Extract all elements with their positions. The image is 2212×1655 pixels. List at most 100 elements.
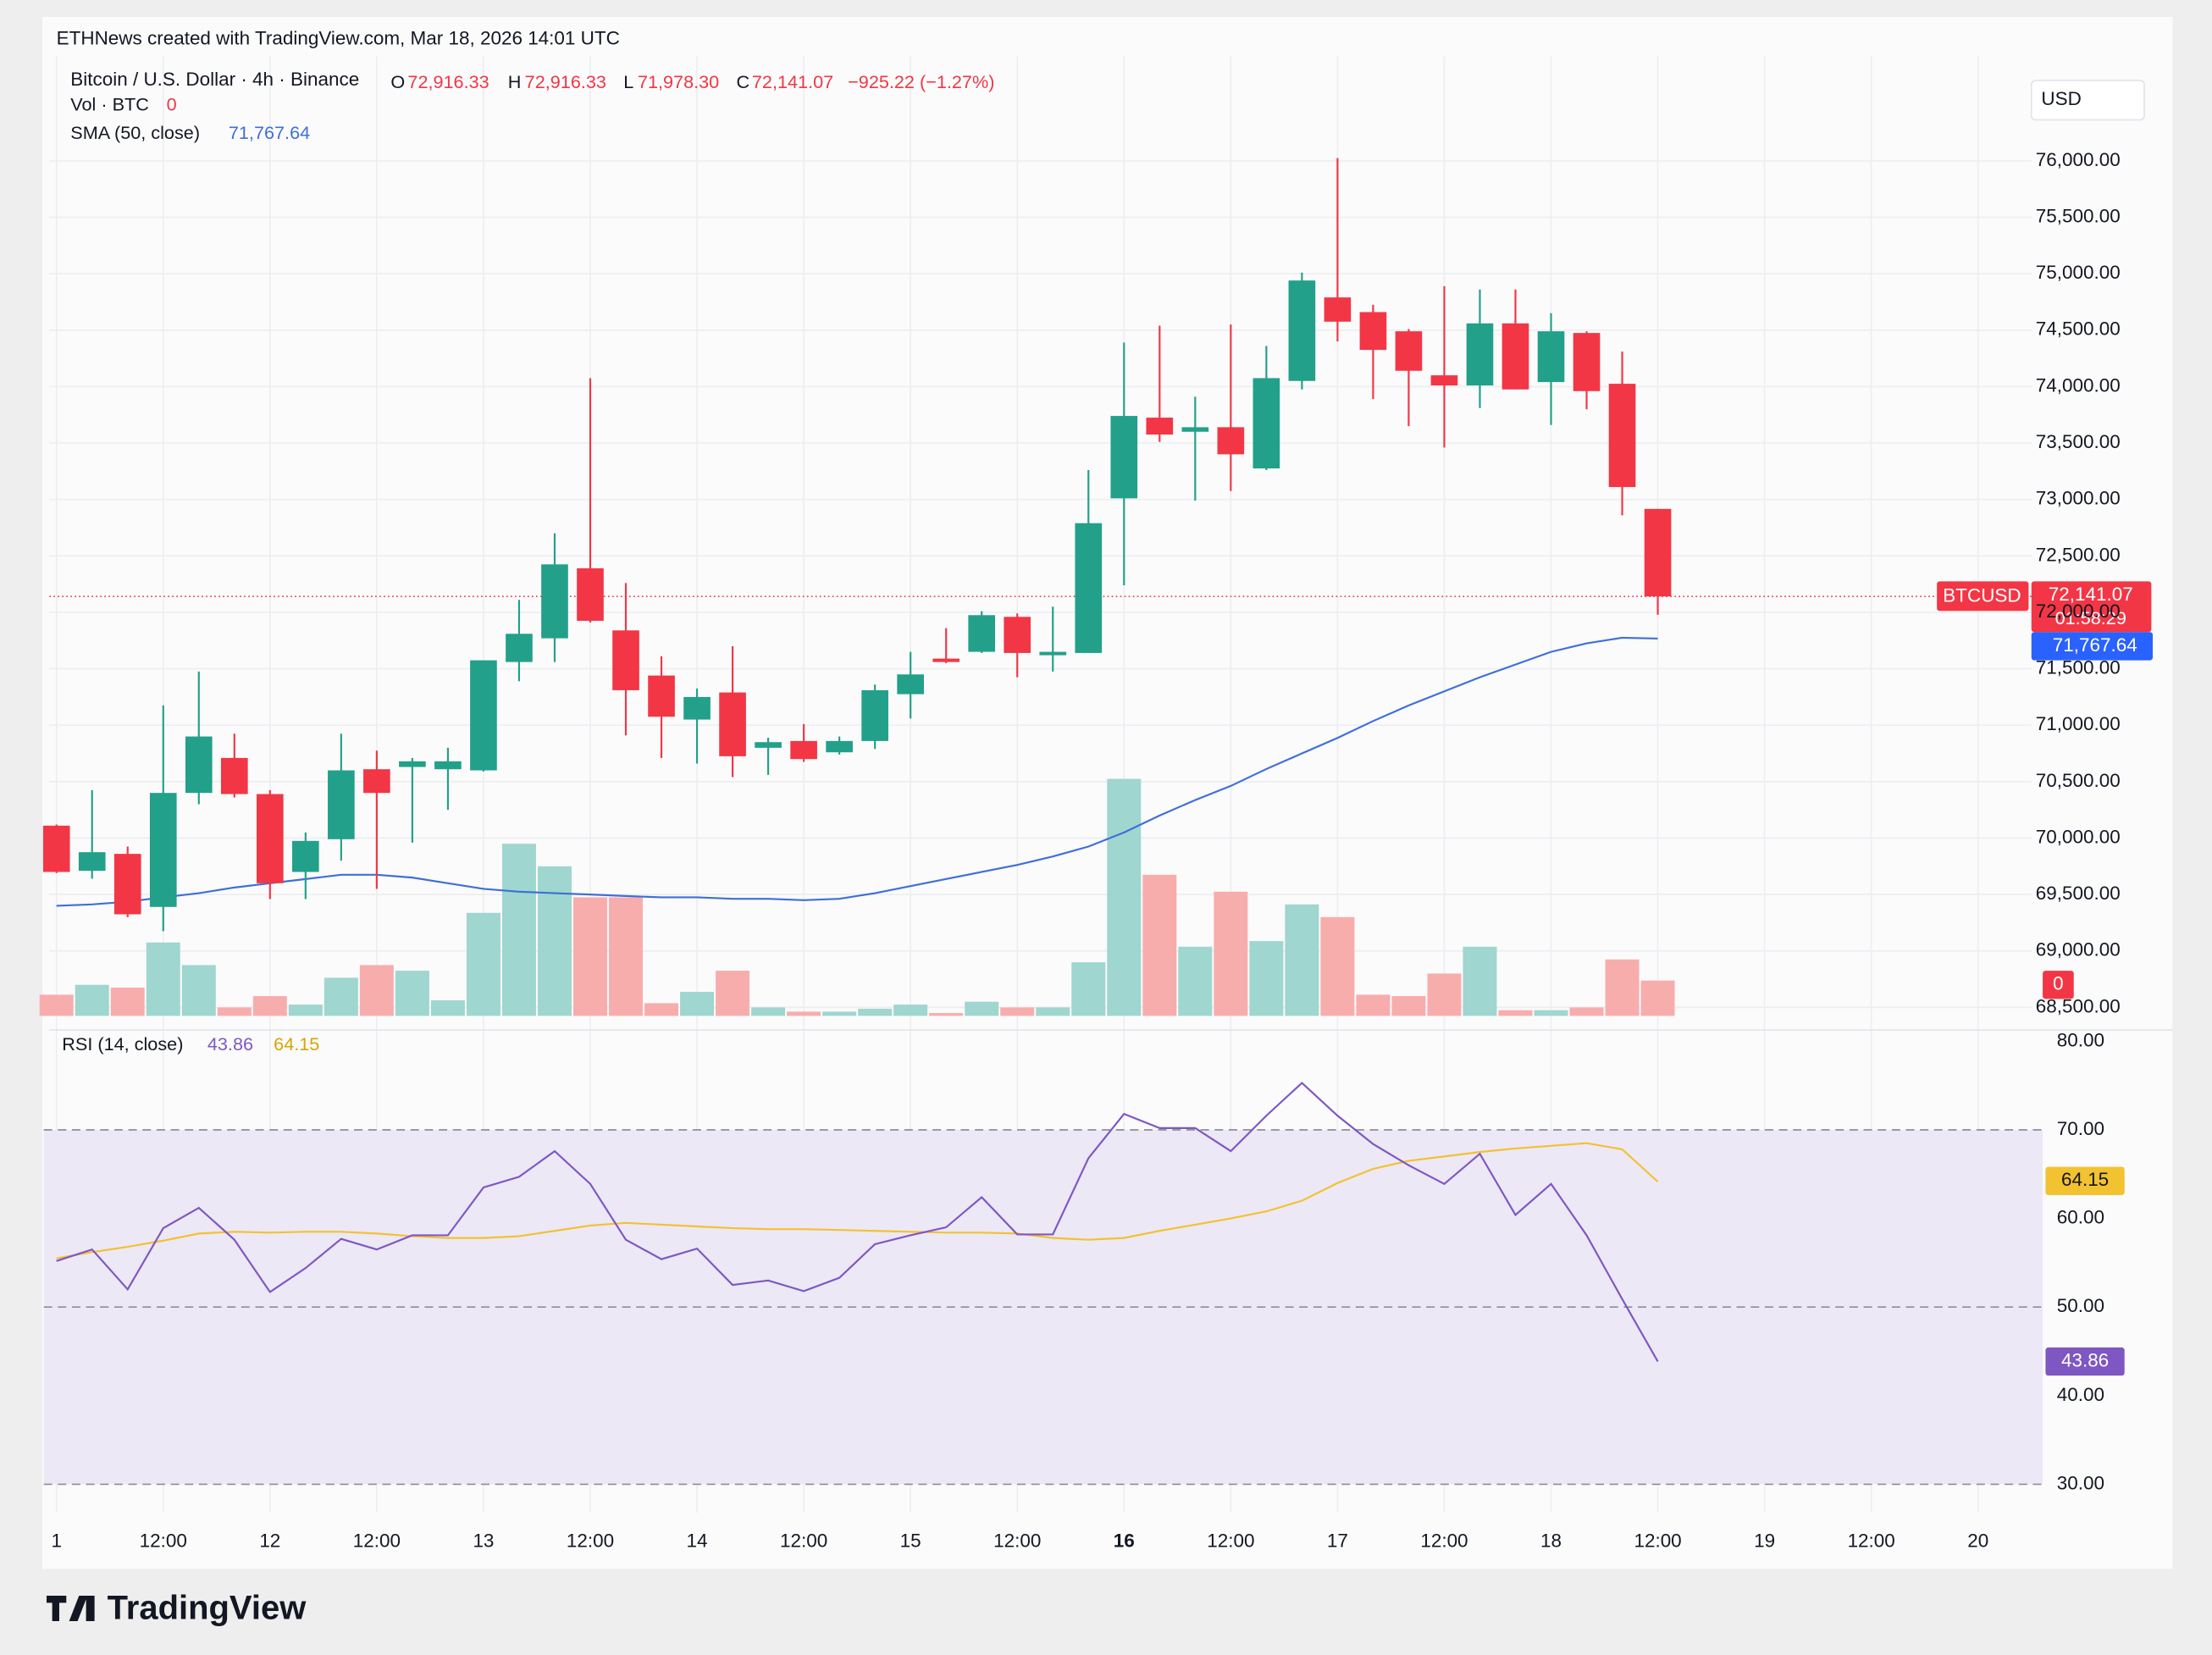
- x-tick-label: 12:00: [1634, 1530, 1681, 1552]
- countdown: 01:58:29: [2055, 607, 2126, 628]
- rsi-tag: [2045, 1347, 2125, 1376]
- rsi-tick-label: 30.00: [2057, 1472, 2104, 1493]
- volume-name: Vol · BTC: [70, 94, 149, 115]
- volume-bar: [716, 971, 750, 1016]
- volume-bar: [1178, 946, 1213, 1016]
- candle-body: [328, 770, 355, 839]
- x-tick-label: 19: [1754, 1530, 1775, 1552]
- volume-bar: [609, 897, 644, 1016]
- candle-body: [434, 761, 462, 770]
- volume-bar: [252, 996, 287, 1016]
- volume-bar: [965, 1001, 999, 1016]
- volume-bar: [787, 1011, 821, 1016]
- last-price: 72,141.07: [2049, 584, 2133, 605]
- x-tick-label: 13: [473, 1530, 494, 1552]
- volume-bar: [395, 971, 429, 1016]
- y-tick-label: 72,500.00: [2036, 544, 2121, 565]
- sma-line: [56, 636, 1658, 907]
- grid: [43, 56, 2173, 1513]
- x-tick-label: 12: [259, 1530, 280, 1552]
- volume-bar: [822, 1011, 857, 1016]
- y-tick-label: 70,000.00: [2036, 826, 2121, 847]
- candle-body: [149, 793, 177, 907]
- rsi-ma-tag-value: 64.15: [2061, 1169, 2109, 1190]
- candle-body: [1253, 378, 1280, 469]
- candle-body: [790, 740, 817, 760]
- legend-o: 72,916.33: [407, 71, 489, 92]
- candle-body: [577, 567, 604, 621]
- rsi-tick-label: 50.00: [2057, 1295, 2104, 1316]
- candle-body: [1039, 651, 1067, 656]
- volume-bar: [1107, 778, 1142, 1016]
- x-tick-label: 1: [51, 1530, 62, 1552]
- symbol: Bitcoin / U.S. Dollar · 4h · Binance: [70, 69, 359, 90]
- y-tick-label: 69,500.00: [2036, 883, 2121, 904]
- candle-body: [1608, 384, 1636, 488]
- volume-bar: [359, 965, 394, 1016]
- y-tick-label: 73,500.00: [2036, 431, 2121, 452]
- candle-body: [1146, 418, 1174, 435]
- legend-o-label: O: [390, 71, 405, 92]
- x-tick-label: 12:00: [353, 1530, 401, 1552]
- volume-bar: [680, 992, 715, 1016]
- y-tick-label: 74,000.00: [2036, 374, 2121, 396]
- x-tick-label: 12:00: [1420, 1530, 1468, 1552]
- volume-bar: [1463, 946, 1497, 1016]
- x-tick-label: 12:00: [1207, 1530, 1254, 1552]
- volume-bar: [573, 897, 607, 1016]
- volume-bar: [644, 1003, 679, 1016]
- volume-bar: [1214, 891, 1248, 1016]
- candle-body: [1288, 280, 1316, 381]
- x-tick-label: 15: [900, 1530, 921, 1552]
- candle-body: [541, 564, 568, 639]
- volume-bar: [1534, 1010, 1568, 1016]
- volume-bar: [75, 984, 109, 1016]
- candle-body: [1075, 523, 1103, 653]
- logo: TradingView: [46, 1589, 307, 1626]
- x-tick-label: 16: [1114, 1530, 1135, 1552]
- candle-body: [113, 854, 141, 915]
- candle-body: [648, 675, 675, 717]
- candle-body: [932, 658, 960, 662]
- volume-bar: [537, 866, 572, 1016]
- rsi-tick-label: 40.00: [2057, 1384, 2104, 1405]
- candle-body: [470, 660, 497, 771]
- x-tick-label: 12:00: [993, 1530, 1041, 1552]
- candle-body: [1324, 297, 1352, 322]
- sma-tag: [2031, 632, 2154, 661]
- x-tick-label: 12:00: [1848, 1530, 1895, 1552]
- rsi-tag-value: 43.86: [2061, 1349, 2109, 1370]
- legend-h: 72,916.33: [525, 71, 606, 92]
- candle-body: [1110, 416, 1138, 499]
- volume-bar: [929, 1013, 964, 1016]
- candle-body: [826, 740, 853, 753]
- sma-name: SMA (50, close): [70, 122, 200, 143]
- plot: [39, 158, 2032, 1362]
- candle-body: [1573, 333, 1601, 391]
- y-tick-label: 75,000.00: [2036, 262, 2121, 283]
- volume-bar: [430, 1000, 465, 1016]
- candle-body: [399, 761, 426, 767]
- y-tick-label: 73,000.00: [2036, 488, 2121, 509]
- y-tick-label: 75,500.00: [2036, 205, 2121, 226]
- candle-body: [1430, 375, 1458, 386]
- candle-body: [292, 840, 319, 872]
- y-tick-label: 69,000.00: [2036, 939, 2121, 960]
- volume-bar: [1036, 1007, 1070, 1016]
- rsi-name: RSI (14, close): [62, 1033, 183, 1054]
- volume-bar: [288, 1005, 323, 1016]
- candle-body: [363, 769, 390, 794]
- volume-bar: [501, 844, 536, 1016]
- candle-body: [1466, 323, 1494, 386]
- y-tick-label: 71,000.00: [2036, 713, 2121, 734]
- candle-body: [1501, 323, 1529, 390]
- x-tick-label: 17: [1327, 1530, 1348, 1552]
- candle-body: [256, 794, 284, 883]
- candle-body: [683, 696, 711, 720]
- candle-body: [220, 757, 248, 794]
- volume-bar: [893, 1005, 928, 1016]
- candle-body: [755, 742, 782, 748]
- currency-box: [2030, 80, 2145, 121]
- x-tick-label: 20: [1967, 1530, 1988, 1552]
